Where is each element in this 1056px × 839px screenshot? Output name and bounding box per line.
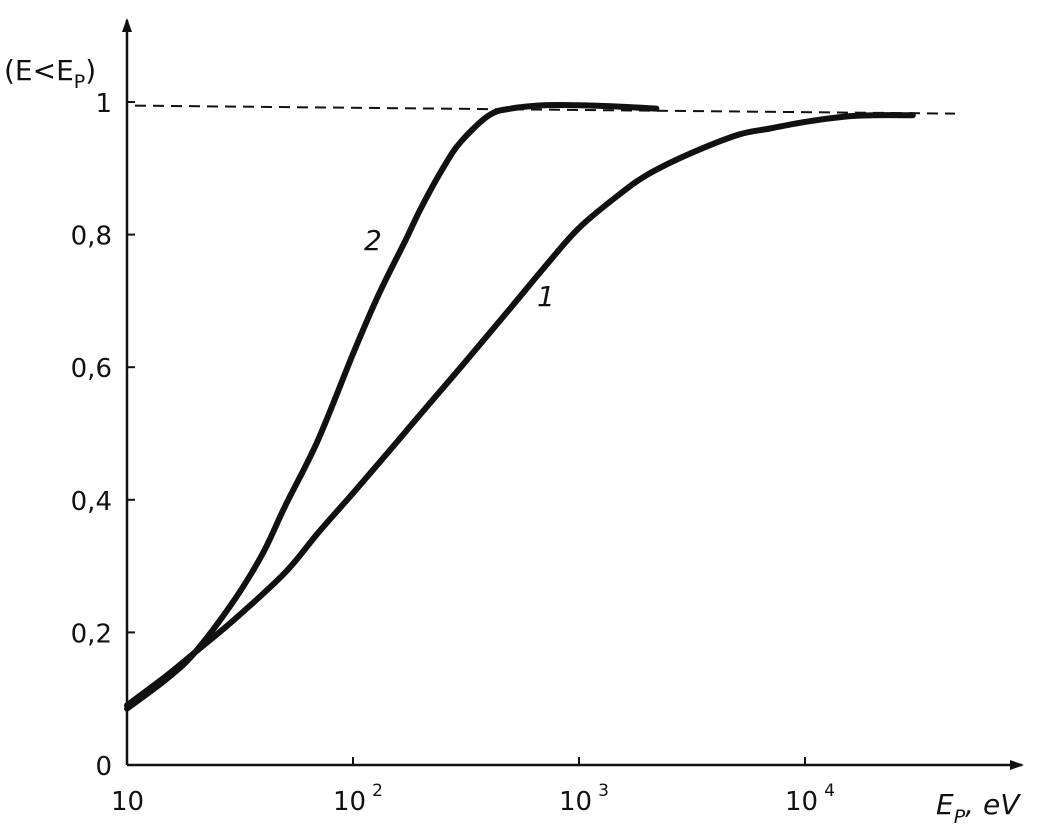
x-tick-base: 10 <box>785 787 818 817</box>
x-tick-base: 10 <box>111 787 144 817</box>
x-axis-title-tail: , eV <box>965 788 1021 821</box>
x-tick-exponent: 2 <box>372 781 383 801</box>
series-2-label: 2 <box>364 224 382 257</box>
asymptote-line <box>134 104 956 115</box>
x-axis-title-sub: P <box>954 806 966 828</box>
x-tick-label: 10 4 <box>785 781 835 817</box>
x-tick-label: 10 3 <box>559 781 609 817</box>
series-1-label: 1 <box>537 280 555 313</box>
series-2-line <box>124 102 660 712</box>
y-tick-label: 0 <box>95 752 112 782</box>
y-tick-label: 0,2 <box>71 619 112 649</box>
x-tick-label: 10 2 <box>333 781 383 817</box>
x-axis-title: EP, eV <box>936 788 1021 828</box>
y-tick-label: 0,4 <box>71 487 112 517</box>
x-tick-label: 10 <box>111 787 144 817</box>
series-1-line <box>124 112 916 709</box>
x-tick-base: 10 <box>559 787 592 817</box>
y-axis-title-tail: ) <box>85 54 96 87</box>
x-tick-exponent: 3 <box>598 781 609 801</box>
y-tick-label: 0,6 <box>71 354 112 384</box>
x-tick-base: 10 <box>333 787 366 817</box>
y-axis-title: (E<EP) <box>4 54 96 93</box>
x-tick-exponent: 4 <box>824 781 835 801</box>
x-axis-title-main: E <box>936 788 954 821</box>
y-tick-label: 0,8 <box>71 222 112 252</box>
y-axis-title-main: (E<E <box>4 54 74 87</box>
y-tick-label: 1 <box>95 89 112 119</box>
y-axis-title-sub: P <box>74 71 85 93</box>
